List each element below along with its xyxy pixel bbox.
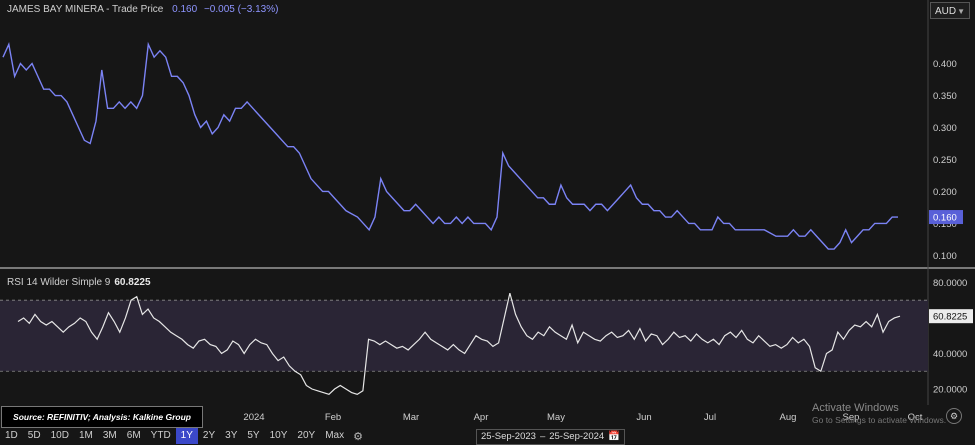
rsi-label: RSI 14 Wilder Simple 9 [7,277,111,288]
watermark-title: Activate Windows [812,402,899,414]
price-tick-6: 0.400 [933,59,957,70]
rsi-tick-0: 20.0000 [933,385,967,396]
price-series-line [2,41,898,250]
range-button-1m[interactable]: 1M [78,430,93,441]
range-button-6m[interactable]: 6M [126,430,141,441]
date-start: 25-Sep-2023 [481,431,536,442]
x-tick-may: May [547,412,565,423]
range-button-3y[interactable]: 3Y [225,430,238,441]
range-button-5d[interactable]: 5D [27,430,41,441]
range-button-1d[interactable]: 1D [5,430,18,441]
x-tick-apr: Apr [474,412,489,423]
currency-select[interactable]: AUD ▼ [930,2,970,19]
rsi-tick-3: 80.0000 [933,278,967,289]
x-tick-2024: 2024 [243,412,264,423]
watermark-subtitle: Go to Settings to activate Windows. [812,415,947,425]
x-tick-aug: Aug [780,412,797,423]
chevron-down-icon: ▼ [957,7,965,16]
source-note: Source: REFINITIV; Analysis: Kalkine Gro… [1,406,203,428]
x-tick-feb: Feb [325,412,341,423]
date-end: 25-Sep-2024 [549,431,605,442]
activation-watermark: Activate Windows Go to Settings to activ… [812,402,946,425]
gear-icon[interactable]: ⚙ [946,408,962,424]
range-settings-icon[interactable]: ⚙ [353,430,363,443]
date-range-picker[interactable]: 25-Sep-2023 – 25-Sep-2024 📅 [476,429,626,445]
range-button-max[interactable]: Max [325,430,345,441]
price-change: −0.005 (−3.13%) [203,4,279,15]
rsi-series-line [17,292,901,396]
chart-header: JAMES BAY MINERA - Trade Price 0.160 −0.… [7,4,278,15]
range-button-10d[interactable]: 10D [50,430,69,441]
price-tick-1: 0.150 [933,219,957,230]
price-tick-5: 0.350 [933,91,957,102]
price-tick-3: 0.250 [933,155,957,166]
x-tick-oct: Oct [908,412,923,423]
rsi-band [0,300,928,372]
price-tick-0: 0.100 [933,251,957,262]
last-price-tag-bg [929,210,963,225]
range-button-10y[interactable]: 10Y [269,430,288,441]
range-button-20y[interactable]: 20Y [297,430,316,441]
instrument-name: JAMES BAY MINERA [7,4,104,15]
last-price: 0.160 [172,4,198,15]
range-button-5y[interactable]: 5Y [247,430,260,441]
x-tick-jul: Jul [704,412,716,423]
rsi-tick-1: 40.0000 [933,349,967,360]
range-button-ytd[interactable]: YTD [150,430,171,441]
x-tick-sep: Sep [843,412,860,423]
last-price-tag: 0.160 [933,213,957,224]
range-button-3m[interactable]: 3M [102,430,117,441]
range-button-2y[interactable]: 2Y [202,430,216,441]
last-rsi-tag: 60.8225 [933,312,967,323]
range-button-1y[interactable]: 1Y [175,428,198,444]
last-rsi-tag-bg [929,309,973,324]
rsi-header: RSI 14 Wilder Simple 9 60.8225 [7,277,151,288]
rsi-value: 60.8225 [114,277,151,288]
currency-value: AUD [935,6,957,17]
range-toolbar: 1D 5D 10D 1M 3M 6M YTD 1Y 2Y 3Y 5Y 10Y 20Y Max ⚙ [0,428,367,444]
calendar-icon: 📅 [608,431,621,442]
price-tick-4: 0.300 [933,123,957,134]
x-tick-mar: Mar [403,412,419,423]
x-tick-jun: Jun [636,412,651,423]
date-separator: – [539,431,546,442]
series-label: - Trade Price [106,4,164,15]
price-tick-2: 0.200 [933,187,957,198]
